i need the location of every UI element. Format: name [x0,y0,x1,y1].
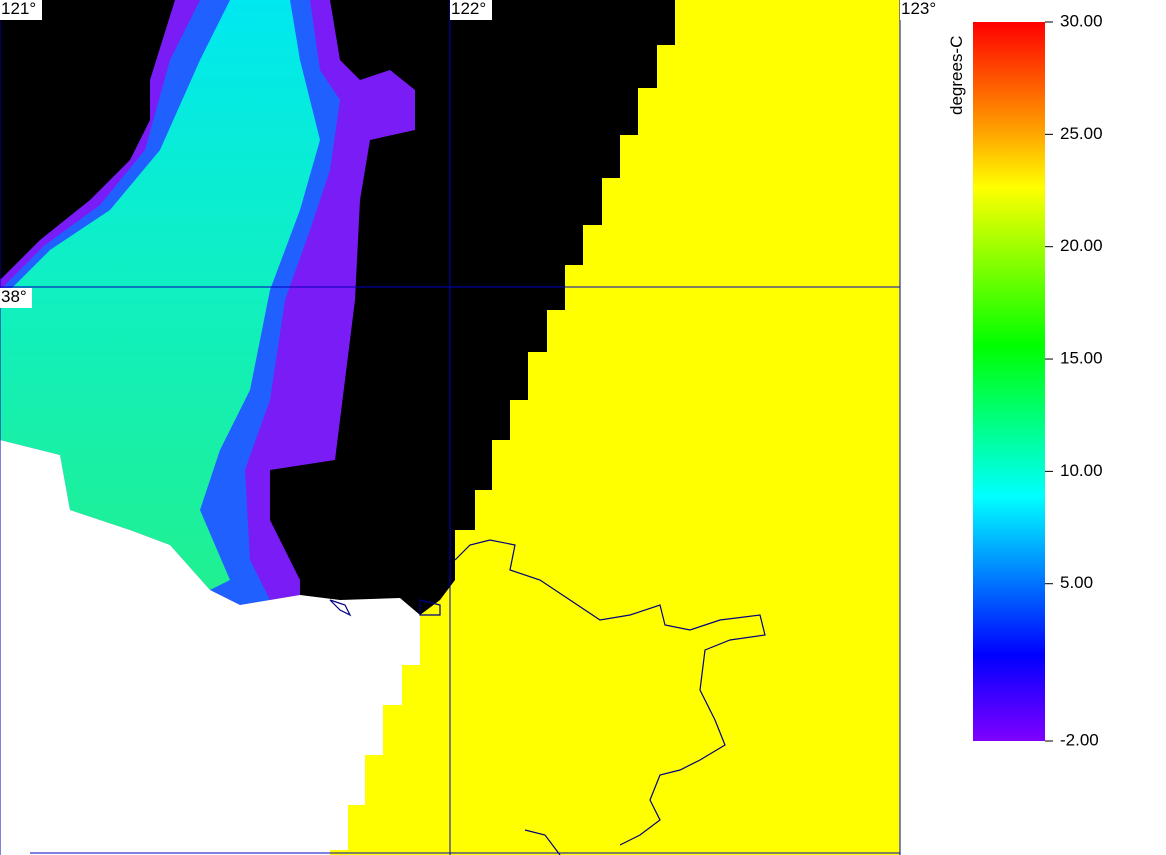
warm-water [0,0,320,590]
label-bg [0,0,42,20]
label-bg [450,0,492,20]
lon-label: 123° [901,0,936,18]
colorbar-tick-label: 25.00 [1060,124,1103,143]
colorbar-tick-label: 5.00 [1060,573,1093,592]
colorbar-tick-label: 30.00 [1060,11,1103,30]
colorbar-ramp [973,22,1045,741]
label-bg [0,288,32,308]
lon-label: 121° [1,0,36,18]
colorbar-tick-label: 20.00 [1060,236,1103,255]
lat-label: 38° [1,287,27,306]
lon-label: 122° [451,0,486,18]
label-bg [900,0,942,20]
map-area: 121° 122° 123° 38° [0,0,942,855]
land [0,440,420,855]
colorbar-label: degrees-C [947,36,966,115]
colorbar: degrees-C 30.00 25.00 20.00 15.00 10.00 5.00 -… [947,11,1103,749]
coastline [329,539,766,855]
colorbar-tick-label: -2.00 [1060,730,1099,749]
colorbar-tick-label: 15.00 [1060,349,1103,368]
masked-area [330,0,900,855]
colorbar-tick-label: 10.00 [1060,461,1103,480]
